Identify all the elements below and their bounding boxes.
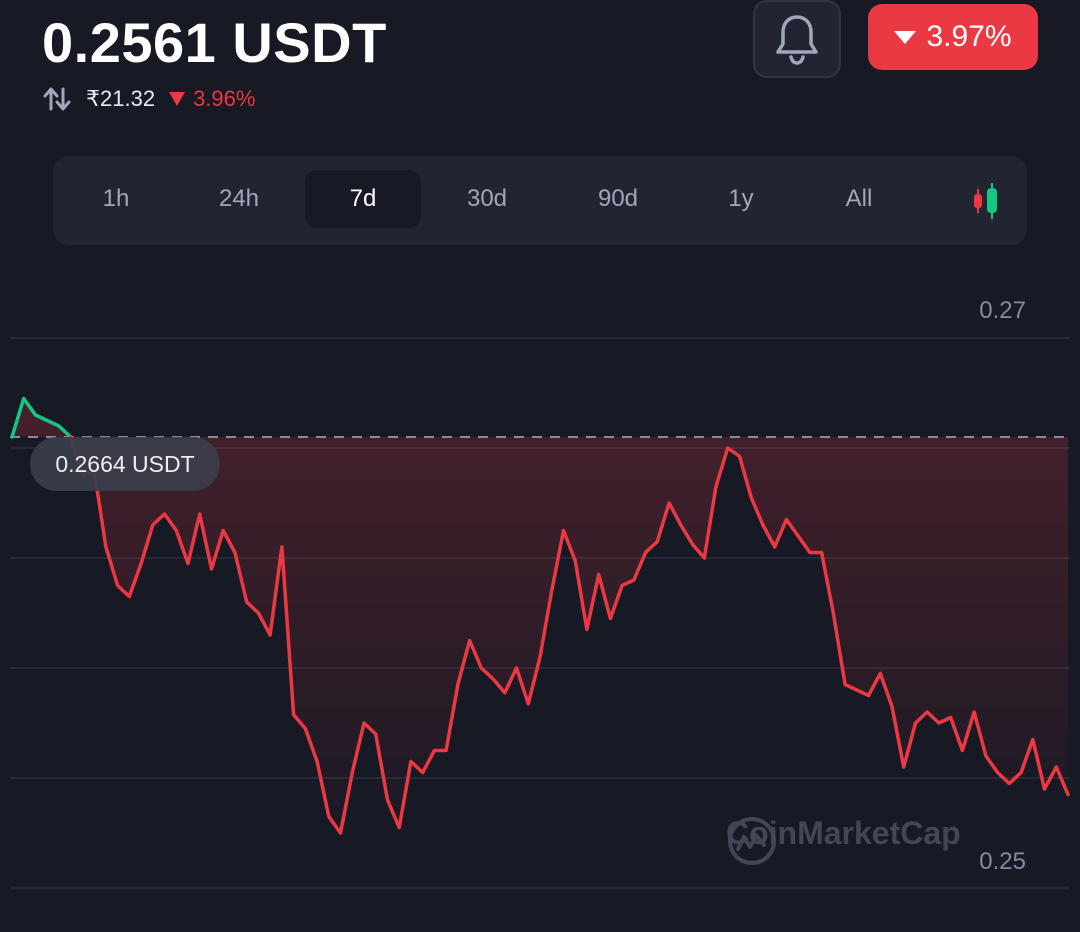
price-line-down-segment	[68, 435, 1070, 835]
price-alert-button[interactable]	[753, 0, 841, 78]
current-price: 0.2561 USDT	[42, 11, 387, 74]
price-chart-svg	[10, 337, 1070, 889]
inr-price: ₹21.32	[86, 86, 156, 111]
price-line-up-segment	[10, 396, 73, 439]
change-badge-value: 3.97%	[926, 20, 1012, 53]
open-price-tag: 0.2664 USDT	[30, 437, 220, 491]
bell-icon	[776, 15, 818, 65]
price-chart[interactable]: 0.27 0.25 0.2664 USDT CoinMarketCap	[0, 280, 1080, 932]
down-triangle-icon	[894, 30, 917, 44]
sub-price-row: ₹21.32 3.96%	[42, 82, 255, 116]
coinmarketcap-logo-icon	[728, 817, 776, 865]
swap-vertical-icon[interactable]	[42, 84, 72, 114]
tab-all[interactable]: All	[845, 185, 873, 212]
y-tick-label-bottom: 0.25	[979, 848, 1026, 875]
tab-24h[interactable]: 24h	[218, 185, 260, 212]
down-triangle-icon	[169, 92, 186, 106]
tab-1y[interactable]: 1y	[728, 185, 754, 212]
tab-90d[interactable]: 90d	[597, 185, 639, 212]
time-range-tabs: 1h 24h 7d 30d 90d 1y All	[53, 156, 1027, 245]
inr-change: 3.96%	[169, 86, 255, 112]
price-area-fill	[12, 398, 1068, 833]
candlestick-icon	[974, 183, 997, 219]
tab-7d[interactable]: 7d	[305, 170, 421, 228]
inr-change-value: 3.96%	[193, 86, 256, 111]
y-tick-label-top: 0.27	[979, 297, 1026, 324]
tab-30d[interactable]: 30d	[466, 185, 508, 212]
change-badge: 3.97%	[868, 4, 1038, 70]
candlestick-toggle-button[interactable]	[959, 178, 1015, 224]
tab-1h[interactable]: 1h	[102, 185, 130, 212]
watermark: CoinMarketCap	[726, 815, 961, 865]
